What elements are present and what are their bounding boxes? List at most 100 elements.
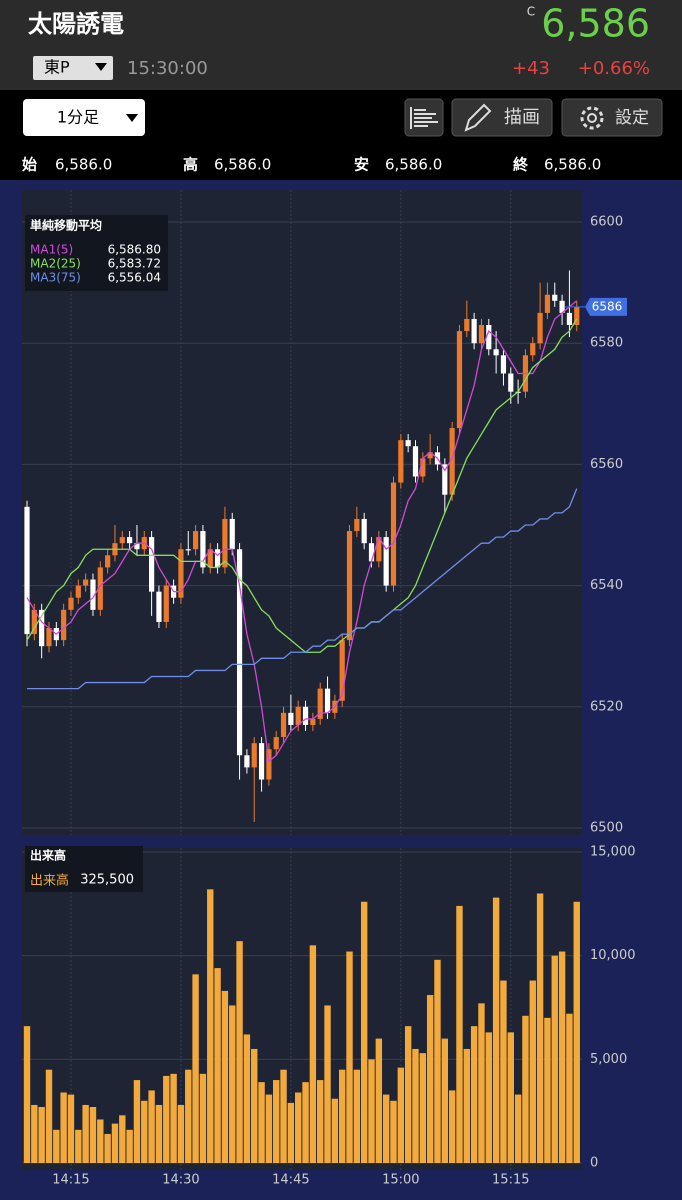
ma-legend-value: 6,586.80	[108, 243, 161, 257]
volume-bar	[412, 1048, 419, 1163]
candle-body	[163, 585, 169, 622]
price: 6,586	[541, 2, 650, 46]
candle-body	[456, 331, 463, 429]
volume-bar	[441, 1038, 449, 1163]
volume-bar	[522, 1015, 529, 1163]
candle-body	[97, 567, 103, 610]
interval-select[interactable]: 1分足	[23, 99, 145, 136]
market-box[interactable]	[33, 56, 113, 80]
close-marker: C	[527, 5, 535, 19]
volume-bar	[346, 951, 353, 1163]
volume-bar	[419, 1053, 427, 1163]
candle-body	[229, 518, 235, 550]
candle-body	[486, 325, 492, 350]
last-price-tag	[585, 297, 627, 316]
candle-body	[295, 706, 301, 725]
ma-line	[26, 300, 578, 763]
candle-body	[68, 597, 74, 610]
volume-bar	[199, 1073, 207, 1163]
x-tick-label: 14:30	[162, 1173, 199, 1188]
candle-body	[236, 549, 243, 756]
indicator-title: 単純移動平均	[30, 218, 102, 233]
x-tick-label: 14:45	[272, 1173, 309, 1188]
candle-body	[31, 609, 37, 635]
candle-body	[192, 531, 199, 550]
volume-bar	[551, 955, 558, 1163]
candle-body	[39, 609, 45, 647]
volume-bar	[324, 1005, 331, 1163]
volume-bar	[89, 1107, 97, 1163]
ohlc-value: 6,586.0	[544, 156, 601, 174]
candle-body	[500, 355, 507, 374]
gear-icon[interactable]	[580, 106, 604, 130]
gear-center[interactable]	[587, 113, 597, 123]
time: 15:30:00	[127, 58, 208, 79]
last-price-label: 6586	[592, 299, 623, 313]
market-select[interactable]: 東P	[33, 56, 113, 80]
candle-body	[574, 306, 580, 326]
candle-body	[310, 718, 316, 725]
volume-bar	[317, 1080, 324, 1163]
candle-body	[317, 688, 323, 719]
candle-body	[420, 458, 426, 477]
candle-body	[339, 640, 345, 701]
volume-bar	[375, 1038, 383, 1163]
volume-bar	[82, 1104, 89, 1163]
volume-bar	[192, 974, 199, 1163]
y-tick-label: 6500	[590, 821, 623, 836]
ma-line	[27, 488, 578, 690]
candle-body	[508, 373, 514, 392]
candle-body	[156, 591, 162, 622]
volume-bar	[126, 1129, 133, 1163]
settings-button[interactable]: 設定	[561, 98, 663, 137]
indicator-button[interactable]	[404, 98, 444, 137]
candle-body	[324, 688, 331, 713]
candle-body	[214, 549, 221, 568]
volume-bar	[265, 1094, 273, 1163]
candle-body	[390, 482, 397, 586]
candle-body	[273, 737, 279, 750]
ma-legend-value: 6,556.04	[108, 271, 161, 285]
interval[interactable]: 1分足	[57, 108, 99, 127]
indicator-icon[interactable]	[410, 107, 438, 129]
candle-body	[258, 743, 265, 780]
dropdown-arrow[interactable]	[126, 114, 138, 122]
volume-legend-name: 出来高	[30, 873, 69, 889]
candle-body	[24, 506, 30, 635]
pen-icon[interactable]	[464, 103, 492, 132]
button-bg[interactable]	[451, 98, 553, 137]
volume-bar	[353, 1069, 361, 1163]
candle-body	[288, 712, 294, 725]
candle-body	[559, 300, 565, 313]
market[interactable]: 東P	[44, 58, 70, 77]
candle-body	[134, 543, 140, 550]
candle-body	[478, 325, 485, 344]
dropdown-arrow[interactable]	[95, 63, 107, 71]
candle-body	[405, 440, 411, 447]
candle-body	[552, 294, 558, 301]
y-tick-label: 6600	[590, 215, 623, 230]
volume-bar	[236, 941, 243, 1163]
x-tick-label: 15:00	[382, 1173, 419, 1188]
candle-body	[178, 549, 184, 598]
draw-button[interactable]: 描画	[451, 98, 553, 137]
volume-legend-value: 325,500	[80, 873, 134, 888]
interval-box[interactable]	[23, 99, 145, 136]
ma-legend-name: MA2(25)	[30, 257, 81, 271]
volume-bar	[207, 889, 214, 1163]
ohlc-value: 6,586.0	[385, 156, 442, 174]
change: +43	[512, 58, 550, 79]
volume-bar	[45, 1069, 53, 1163]
volume-bar	[302, 1082, 309, 1163]
draw-label[interactable]: 描画	[504, 107, 540, 128]
ohlc-label: 安	[354, 156, 369, 174]
volume-bar	[67, 1094, 75, 1163]
settings-label[interactable]: 設定	[615, 108, 649, 128]
volume-legend-box	[25, 846, 143, 892]
volume-bar	[170, 1073, 177, 1163]
volume-bar	[185, 1069, 192, 1163]
ohlc-label: 高	[183, 156, 198, 174]
y-tick-label: 10,000	[590, 948, 636, 963]
candle-body	[449, 428, 455, 495]
volume-bar	[53, 1129, 60, 1163]
